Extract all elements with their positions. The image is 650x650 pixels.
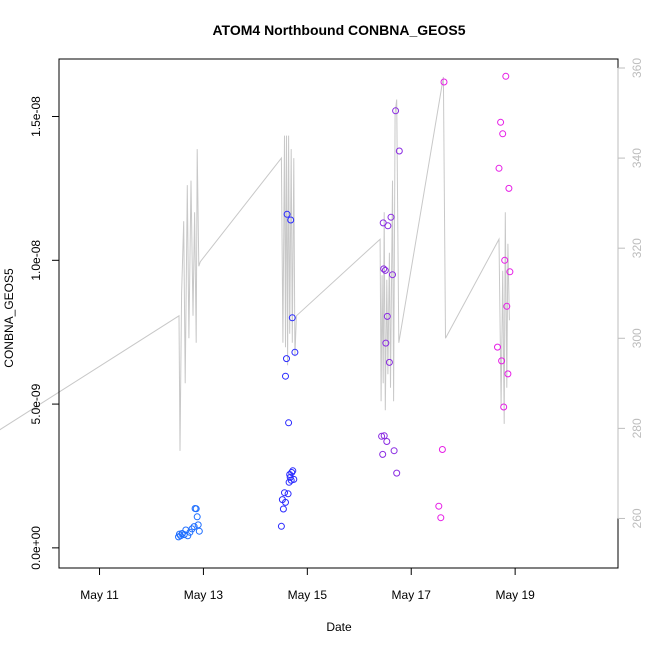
data-point-series-4-14 (390, 447, 398, 455)
x-axis-label: Date (326, 620, 352, 634)
data-point-series-5-16 (506, 268, 514, 276)
x-tick-label-2: May 13 (184, 588, 224, 602)
y2-tick-label-4: 320 (630, 238, 644, 258)
data-point-series-4-10 (384, 222, 392, 230)
data-point-series-4-15 (392, 107, 400, 115)
x-tick-label-1: May 11 (80, 588, 119, 602)
data-point-series-3-13 (286, 473, 294, 481)
data-point-series-5-13 (503, 302, 511, 310)
data-point-series-3-18 (289, 467, 297, 475)
altitude-series-line (0, 76, 510, 451)
y-axis-label: CONBNA_GEOS5 (2, 268, 16, 368)
data-point-series-5-15 (505, 184, 513, 192)
data-point-series-3-9 (284, 490, 292, 498)
data-point-series-3-8 (283, 210, 291, 218)
data-point-series-5-6 (495, 164, 503, 172)
plot-frame (58, 58, 619, 569)
data-point-series-5-10 (500, 403, 508, 411)
y-tick-label-2: 5.0e-09 (29, 383, 43, 424)
y2-tick-label-5: 340 (630, 148, 644, 168)
axes-layer: May 11 May 13 May 15 May 17 May 19 0.0e+00 5.0… (29, 58, 644, 602)
data-point-series-4-6 (381, 266, 389, 274)
data-point-series-4-9 (383, 312, 391, 320)
data-point-series-4-7 (382, 339, 390, 347)
x-tick-label-3: May 15 (288, 588, 328, 602)
data-point-series-3-17 (288, 314, 296, 322)
data-point-series-2-15 (195, 527, 203, 535)
data-point-series-4-17 (395, 147, 403, 155)
data-point-series-3-6 (282, 372, 289, 380)
data-point-series-2-12 (192, 505, 200, 513)
data-point-series-4-12 (387, 213, 395, 221)
data-point-series-5-1 (435, 502, 443, 510)
data-point-series-4-4 (380, 265, 388, 273)
data-point-series-4-2 (379, 450, 387, 458)
data-point-series-5-12 (502, 72, 510, 80)
y2-tick-label-2: 280 (630, 418, 644, 438)
data-point-series-5-11 (501, 256, 509, 264)
y2-tick-label-1: 260 (630, 508, 644, 528)
data-point-series-5-4 (440, 78, 448, 86)
y2-tick-label-6: 360 (630, 58, 644, 78)
data-point-series-4-11 (385, 358, 393, 366)
data-point-series-2-5 (180, 531, 188, 539)
altitude-line-layer (0, 76, 510, 451)
chart-title: ATOM4 Northbound CONBNA_GEOS5 (212, 22, 465, 38)
data-point-series-2-13 (193, 513, 201, 521)
data-point-series-5-5 (494, 343, 501, 351)
data-point-series-2-8 (186, 528, 194, 536)
y-tick-label-1: 0.0e+00 (29, 526, 43, 570)
data-point-series-2-7 (184, 532, 192, 540)
data-point-series-2-9 (188, 525, 196, 533)
data-point-series-3-16 (288, 469, 296, 476)
y-tick-label-3: 1.0e-08 (29, 240, 43, 281)
data-point-series-3-10 (285, 419, 293, 427)
data-point-series-3-7 (283, 355, 290, 363)
data-point-series-2-10 (190, 523, 198, 531)
data-point-series-3-4 (281, 489, 288, 497)
y2-tick-label-3: 300 (630, 328, 644, 348)
data-point-series-2-2 (176, 530, 183, 538)
data-point-series-3-3 (279, 505, 287, 513)
x-tick-label-5: May 19 (495, 588, 535, 602)
data-point-series-4-16 (393, 469, 401, 477)
data-point-series-5-7 (497, 118, 505, 126)
y-tick-label-4: 1.5e-08 (29, 96, 43, 137)
data-point-series-4-13 (389, 271, 396, 279)
data-point-series-3-1 (277, 522, 285, 530)
data-point-series-3-19 (290, 475, 298, 483)
data-point-series-5-3 (438, 446, 446, 453)
data-point-series-3-14 (287, 216, 295, 224)
data-point-series-5-14 (504, 370, 512, 378)
data-point-series-4-8 (383, 438, 391, 445)
data-point-series-5-9 (499, 130, 507, 138)
data-point-series-5-8 (498, 357, 506, 365)
data-point-series-3-5 (282, 498, 289, 506)
data-point-series-4-1 (378, 432, 386, 440)
scatter-points-layer (175, 72, 514, 541)
data-point-series-3-20 (291, 348, 299, 356)
data-point-series-4-5 (380, 432, 388, 440)
x-tick-label-4: May 17 (392, 588, 432, 602)
data-point-series-5-2 (437, 514, 445, 522)
